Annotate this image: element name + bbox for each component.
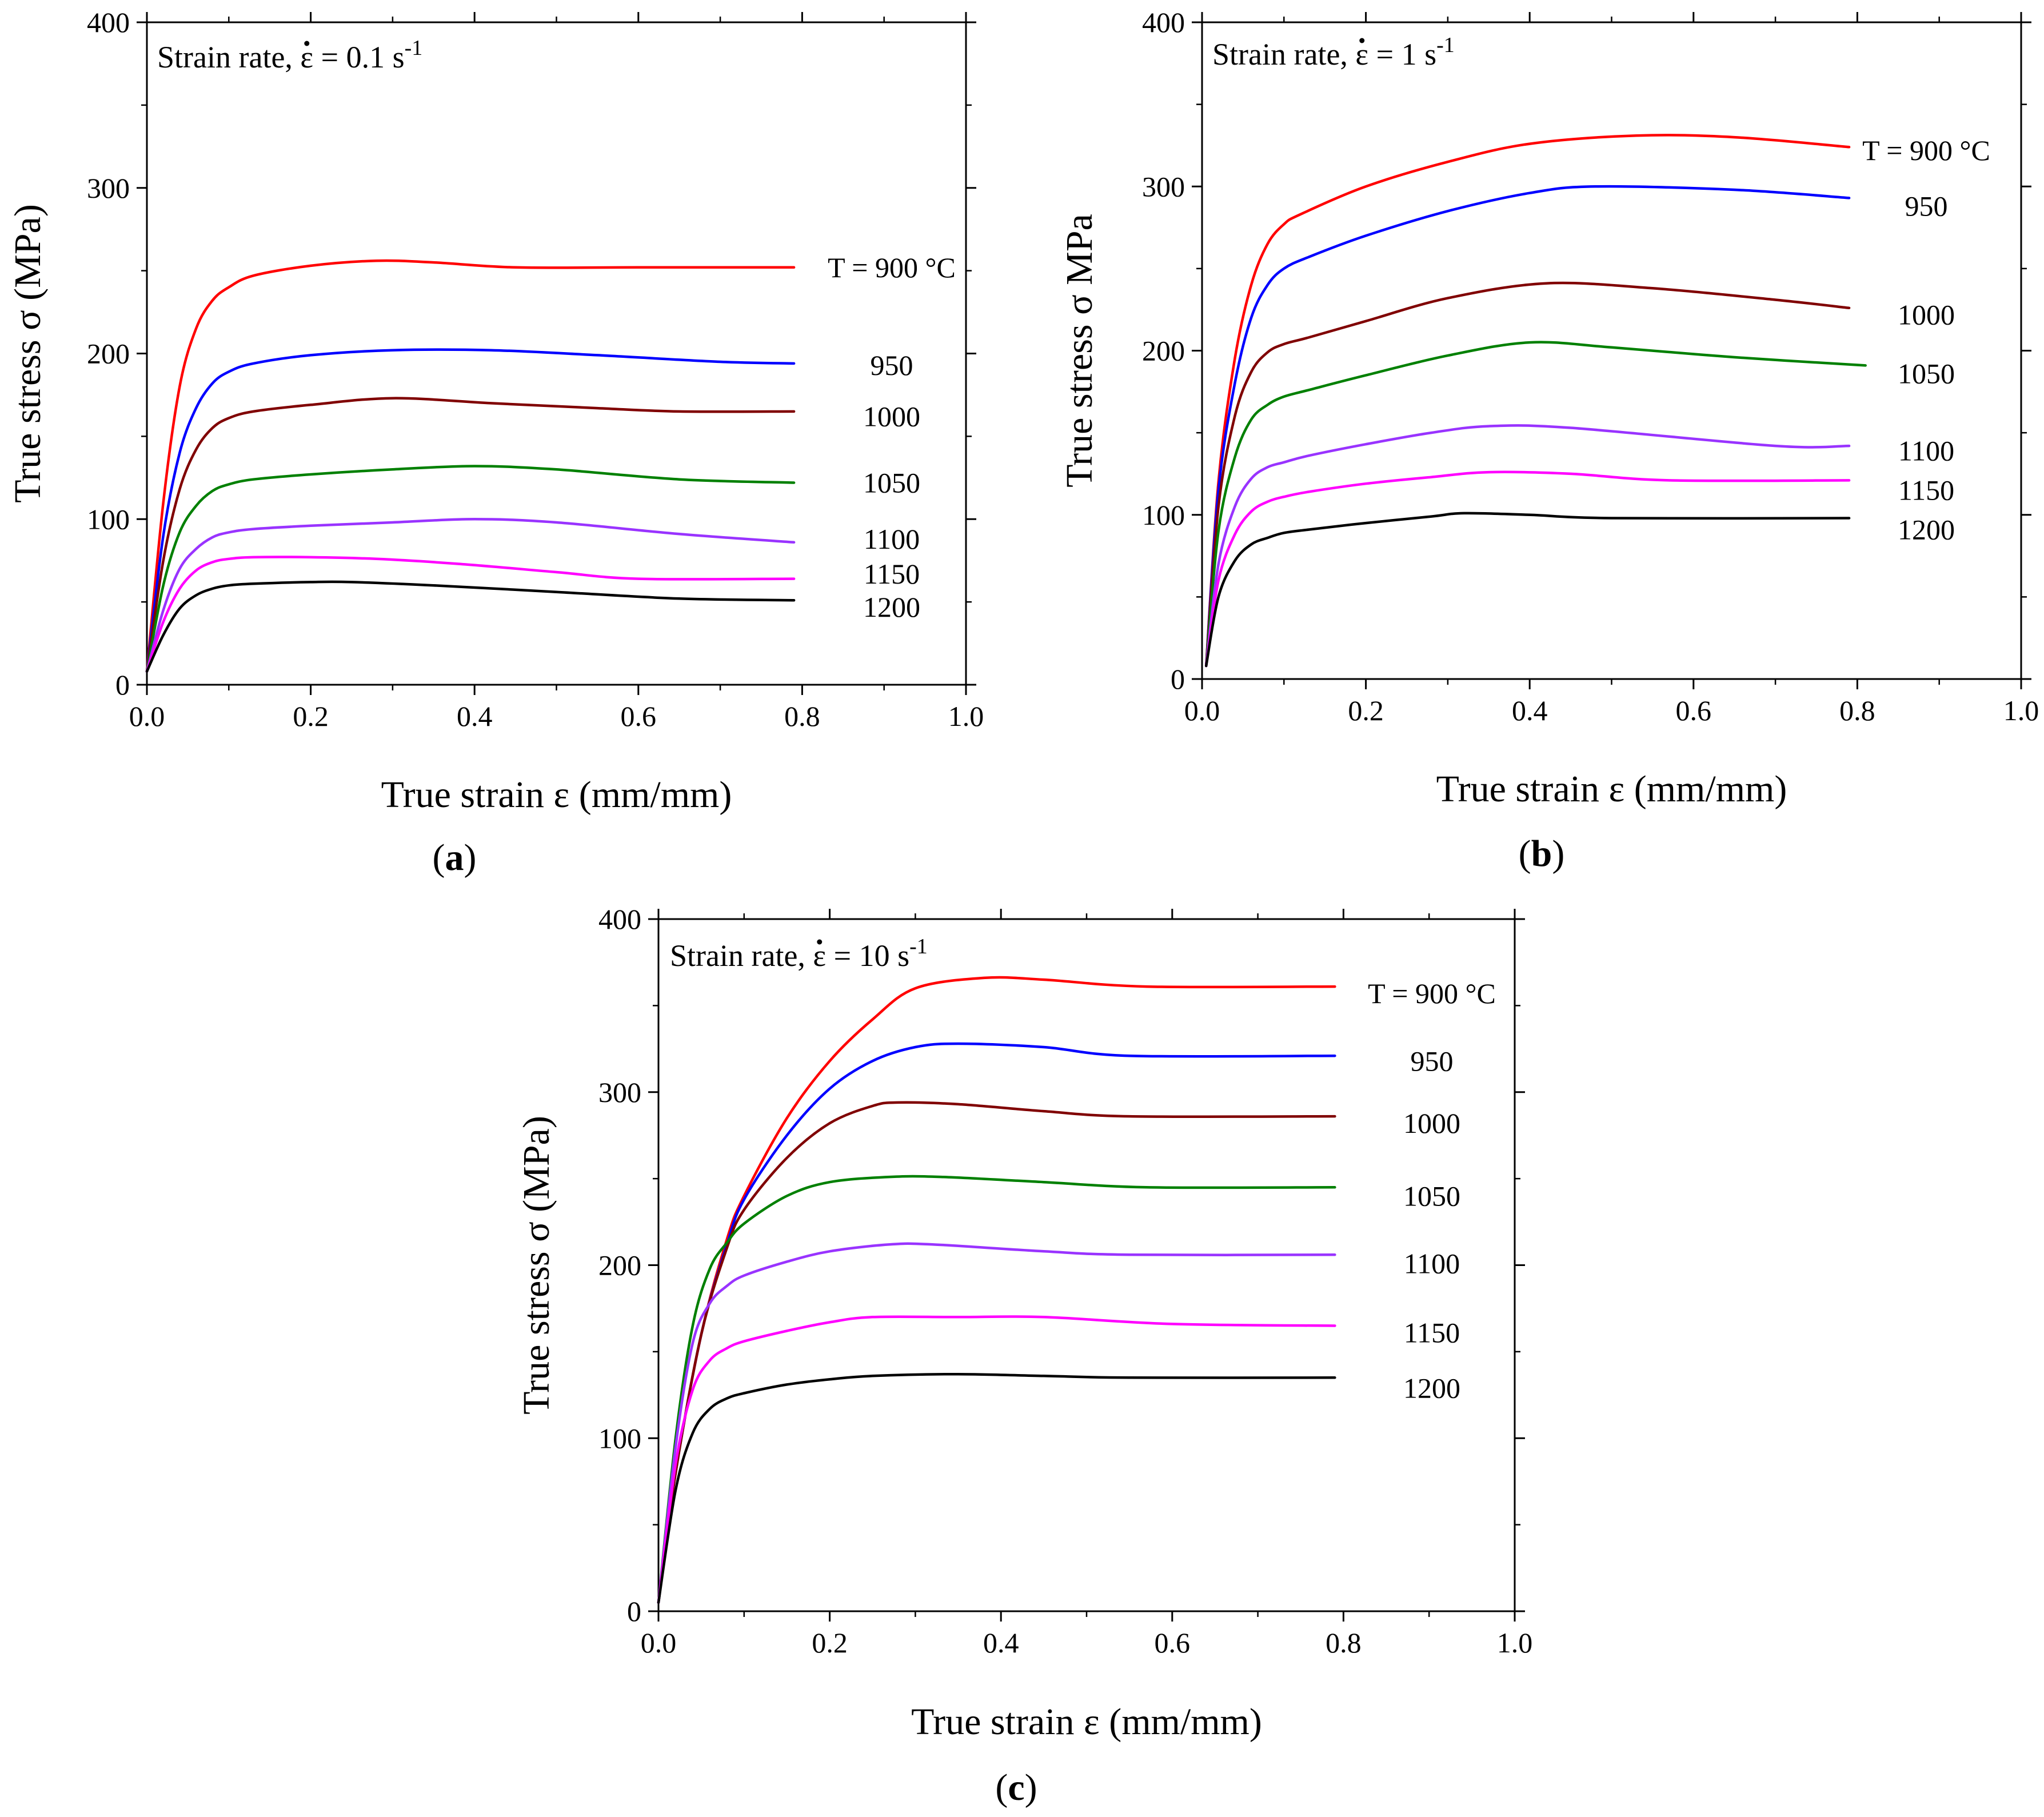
- series-label-b-4: 1050: [1898, 358, 1955, 390]
- x-tick-label-c: 0.8: [1326, 1627, 1362, 1659]
- y-tick-label-a: 300: [87, 172, 130, 204]
- series-line-b-3: [1204, 281, 1851, 668]
- x-tick-label-c: 1.0: [1497, 1627, 1533, 1659]
- series-label-c-3: 1000: [1403, 1107, 1460, 1139]
- y-tick-label-a: 100: [87, 503, 130, 535]
- panel-label-a: (a): [433, 837, 477, 878]
- series-line-c-7: [657, 1372, 1336, 1604]
- series-line-a-3: [145, 397, 796, 673]
- chart-panel-c: 0.0 0.2 0.4 0.6 0.8 1.0 0 100 200 300 400 True stra…: [516, 903, 1532, 1743]
- y-axis-title-b: True stress σ MPa: [1059, 214, 1100, 488]
- series-label-a-3: 1000: [863, 401, 920, 433]
- series-line-a-4: [145, 465, 796, 673]
- x-tick-label-c: 0.0: [641, 1627, 677, 1659]
- plot-frame-c: [657, 918, 1516, 1612]
- series-label-b-3: 1000: [1898, 298, 1955, 330]
- y-tick-label-b: 0: [1171, 663, 1185, 695]
- series-label-b-7: 1200: [1898, 514, 1955, 546]
- series-line-b-5: [1204, 424, 1851, 668]
- series-line-a-7: [145, 580, 796, 673]
- x-axis-title-a: True strain ε (mm/mm): [381, 774, 732, 816]
- series-label-a-5: 1100: [864, 523, 920, 555]
- x-tick-label-a: 0.4: [457, 700, 493, 732]
- x-tick-label-b: 1.0: [2003, 694, 2039, 726]
- series-line-b-2: [1204, 185, 1851, 668]
- series-line-c-2: [657, 1042, 1336, 1604]
- series-line-c-4: [657, 1175, 1336, 1604]
- x-axis-title-b: True strain ε (mm/mm): [1436, 768, 1787, 810]
- x-tick-label-a: 0.2: [293, 700, 329, 732]
- x-tick-label-b: 0.2: [1348, 694, 1384, 726]
- x-tick-label-b: 0.0: [1184, 694, 1220, 726]
- strain-rate-dot-b: [1359, 38, 1365, 43]
- strain-rate-annotation-c: Strain rate, ε = 10 s-1: [670, 935, 928, 973]
- y-tick-label-c: 400: [598, 903, 641, 935]
- y-tick-label-a: 400: [87, 6, 130, 38]
- x-tick-label-a: 0.6: [621, 700, 657, 732]
- strain-rate-symbol-c: ε: [813, 939, 826, 973]
- panel-label-c: (c): [995, 1767, 1037, 1808]
- x-tick-label-c: 0.6: [1155, 1627, 1191, 1659]
- series-line-b-4: [1204, 341, 1867, 668]
- x-tick-label-a: 0.0: [129, 700, 165, 732]
- series-label-b-5: 1100: [1898, 435, 1954, 467]
- chart-panel-b: 0.0 0.2 0.4 0.6 0.8 1.0 0 100 200 300 400 True stra…: [1059, 6, 2039, 810]
- x-tick-label-b: 0.6: [1676, 694, 1712, 726]
- series-line-a-1: [145, 259, 796, 673]
- x-tick-label-c: 0.4: [983, 1627, 1019, 1659]
- series-line-b-7: [1204, 512, 1851, 668]
- y-tick-label-b: 300: [1142, 170, 1185, 202]
- x-tick-label-a: 0.8: [784, 700, 820, 732]
- series-label-a-6: 1150: [864, 558, 920, 590]
- y-tick-label-c: 100: [598, 1422, 641, 1454]
- y-tick-label-c: 300: [598, 1076, 641, 1108]
- series-label-c-4: 1050: [1403, 1180, 1460, 1212]
- y-axis-title-a: True stress σ (MPa): [7, 204, 49, 503]
- x-tick-label-b: 0.8: [1839, 694, 1875, 726]
- series-label-a-2: 950: [871, 349, 913, 381]
- series-label-b-2: 950: [1905, 190, 1948, 222]
- y-tick-label-b: 200: [1142, 335, 1185, 367]
- chart-panel-a: 0.0 0.2 0.4 0.6 0.8 1.0 0 100 200 300 400 True stra…: [7, 6, 984, 816]
- series-label-c-1: T = 900 °C: [1368, 977, 1496, 1009]
- x-axis-title-c: True strain ε (mm/mm): [911, 1701, 1262, 1743]
- series-line-a-2: [145, 348, 796, 673]
- y-tick-label-c: 0: [627, 1595, 641, 1627]
- strain-rate-dot-c: [817, 939, 823, 945]
- series-line-c-1: [657, 976, 1336, 1604]
- series-label-a-7: 1200: [863, 591, 920, 623]
- y-tick-label-a: 200: [87, 338, 130, 370]
- series-line-b-1: [1204, 134, 1851, 668]
- series-label-a-4: 1050: [863, 467, 920, 499]
- strain-rate-symbol-b: ε: [1355, 37, 1368, 71]
- series-line-c-5: [657, 1242, 1336, 1604]
- strain-rate-dot-a: [304, 41, 310, 46]
- x-tick-label-c: 0.2: [812, 1627, 848, 1659]
- strain-rate-symbol-a: ε: [300, 40, 313, 74]
- y-tick-label-c: 200: [598, 1249, 641, 1281]
- strain-rate-annotation-a: Strain rate, ε = 0.1 s-1: [157, 36, 422, 74]
- series-label-c-2: 950: [1411, 1045, 1454, 1077]
- series-line-b-6: [1204, 470, 1851, 668]
- series-label-b-6: 1150: [1898, 474, 1954, 506]
- series-label-c-7: 1200: [1403, 1372, 1460, 1404]
- y-tick-label-a: 0: [115, 669, 130, 701]
- series-line-a-6: [145, 556, 796, 673]
- panel-label-b: (b): [1519, 833, 1565, 874]
- strain-rate-annotation-b: Strain rate, ε = 1 s-1: [1212, 33, 1455, 71]
- y-tick-label-b: 400: [1142, 6, 1185, 38]
- x-tick-label-b: 0.4: [1512, 694, 1548, 726]
- series-line-a-5: [145, 518, 796, 673]
- y-axis-title-c: True stress σ (MPa): [516, 1116, 557, 1415]
- plot-frame-b: [1201, 21, 2022, 680]
- series-line-c-3: [657, 1101, 1336, 1604]
- series-label-b-1: T = 900 °C: [1862, 134, 1990, 166]
- series-label-c-6: 1150: [1404, 1317, 1460, 1349]
- series-label-a-1: T = 900 °C: [828, 251, 956, 283]
- y-tick-label-b: 100: [1142, 499, 1185, 531]
- x-tick-label-a: 1.0: [948, 700, 984, 732]
- series-label-c-5: 1100: [1404, 1247, 1460, 1279]
- series-line-c-6: [657, 1315, 1336, 1604]
